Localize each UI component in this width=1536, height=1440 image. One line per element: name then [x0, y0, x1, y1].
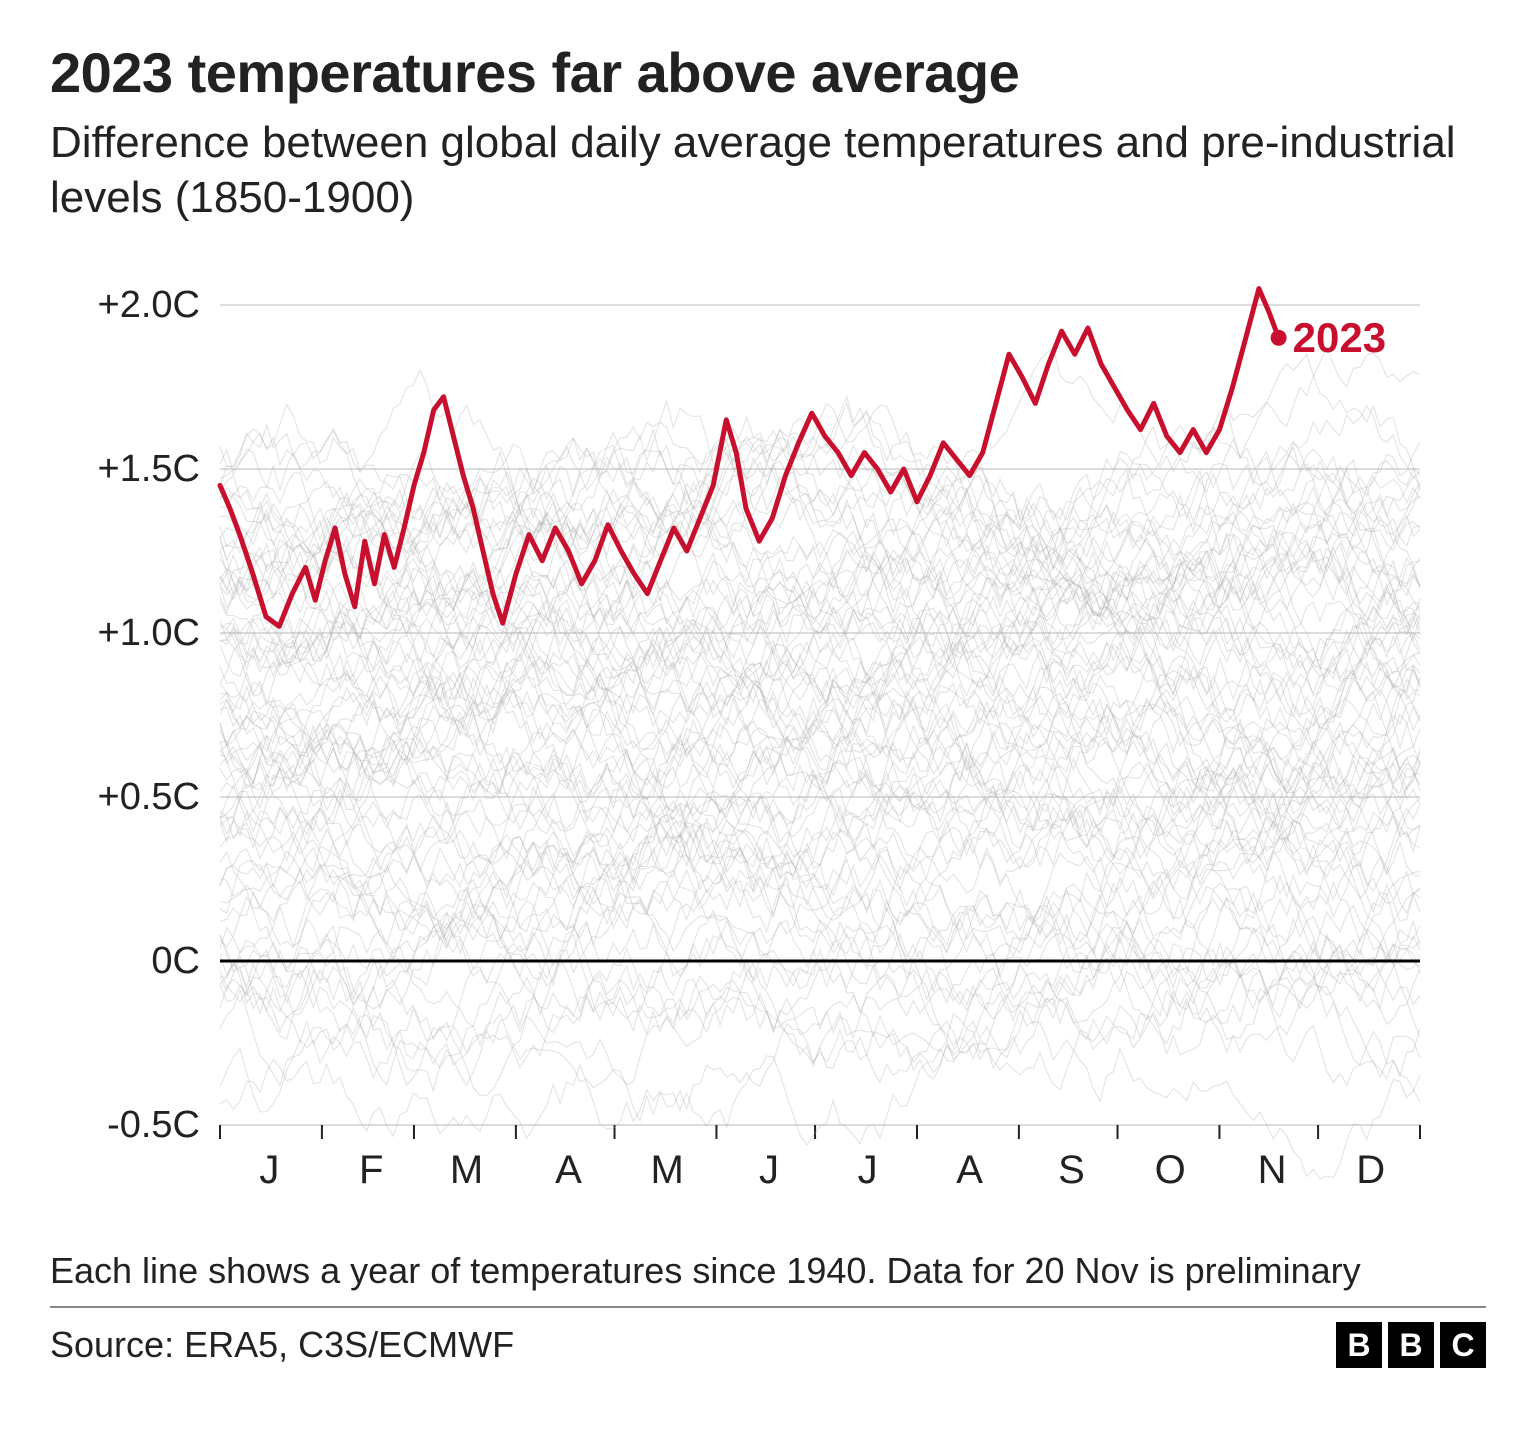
bbc-logo: BBC — [1336, 1322, 1486, 1368]
chart-area: -0.5C 0C +0.5C +1.0C +1.5C +2.0C J F M A M J J A S O N D 2… — [50, 265, 1486, 1230]
series-2023-end-dot — [1271, 330, 1287, 346]
background-years-group — [220, 347, 1420, 1180]
source-text: Source: ERA5, C3S/ECMWF — [50, 1324, 514, 1366]
svg-text:J: J — [759, 1148, 779, 1192]
chart-subtitle: Difference between global daily average … — [50, 115, 1486, 225]
series-2023-label: 2023 — [1293, 314, 1386, 361]
bbc-logo-block: B — [1388, 1322, 1434, 1368]
svg-text:S: S — [1058, 1148, 1085, 1192]
svg-text:M: M — [650, 1148, 683, 1192]
svg-text:+1.0C: +1.0C — [98, 612, 200, 654]
svg-text:+2.0C: +2.0C — [98, 284, 200, 326]
svg-text:+0.5C: +0.5C — [98, 776, 200, 818]
svg-text:F: F — [359, 1148, 383, 1192]
svg-text:M: M — [450, 1148, 483, 1192]
bbc-logo-block: C — [1440, 1322, 1486, 1368]
chart-title: 2023 temperatures far above average — [50, 40, 1486, 105]
chart-caption: Each line shows a year of temperatures s… — [50, 1250, 1486, 1306]
svg-text:O: O — [1155, 1148, 1186, 1192]
bbc-logo-block: B — [1336, 1322, 1382, 1368]
svg-text:A: A — [555, 1148, 582, 1192]
svg-text:D: D — [1356, 1148, 1385, 1192]
svg-text:J: J — [259, 1148, 279, 1192]
line-chart-svg: -0.5C 0C +0.5C +1.0C +1.5C +2.0C J F M A M J J A S O N D 2… — [50, 265, 1486, 1225]
svg-text:-0.5C: -0.5C — [107, 1104, 200, 1146]
svg-text:+1.5C: +1.5C — [98, 448, 200, 490]
svg-text:J: J — [858, 1148, 878, 1192]
svg-text:N: N — [1258, 1148, 1287, 1192]
svg-text:A: A — [956, 1148, 983, 1192]
chart-footer: Source: ERA5, C3S/ECMWF BBC — [50, 1306, 1486, 1368]
svg-text:0C: 0C — [151, 940, 200, 982]
